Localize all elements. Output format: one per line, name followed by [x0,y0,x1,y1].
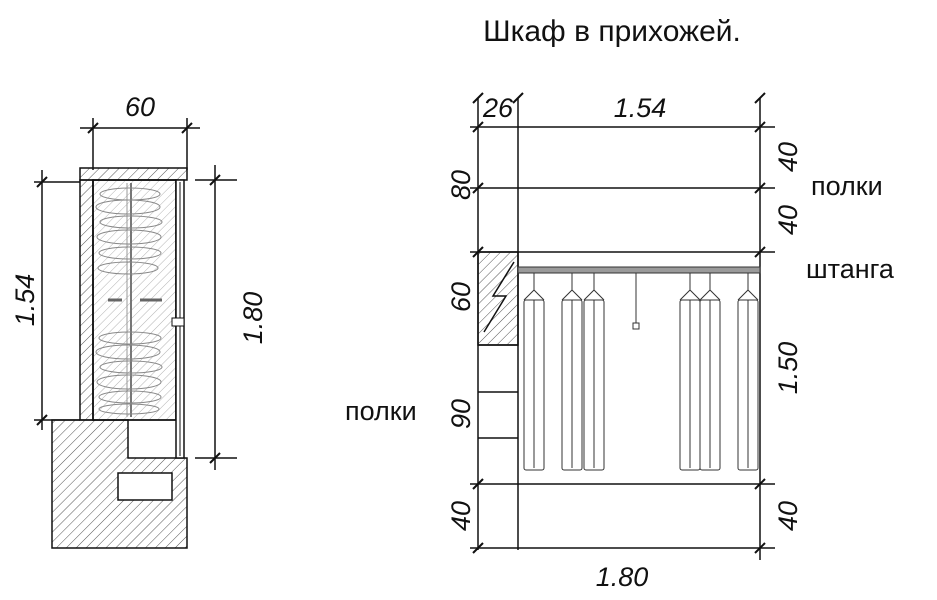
elev-left-dim-1: 80 [446,170,476,200]
elev-right-dim-4: 40 [773,501,803,531]
plan-depth-dim: 1.54 [10,274,40,327]
elev-right-dim-2: 40 [773,205,803,235]
label-shelves-top: полки [811,171,883,201]
elev-left-dim-4: 40 [446,501,476,531]
hanging-clothes [523,273,759,471]
elev-right-dim-3: 1.50 [773,342,803,395]
elev-bottom-dim: 1.80 [596,562,649,592]
elev-top-dim-1: 26 [482,93,514,123]
plan-view [34,118,237,549]
elev-top-dim-2: 1.54 [614,93,667,123]
label-rod: штанга [806,254,895,284]
drawing-title: Шкаф в прихожей. [483,15,741,48]
elev-left-dim-2: 60 [446,282,476,312]
elev-left-dim-3: 90 [446,399,476,429]
elevation-view [470,92,775,560]
plan-height-dim: 1.80 [238,292,268,345]
elev-right-dim-1: 40 [773,142,803,172]
label-shelves-left: полки [345,396,417,426]
plan-width-dim: 60 [125,92,155,122]
